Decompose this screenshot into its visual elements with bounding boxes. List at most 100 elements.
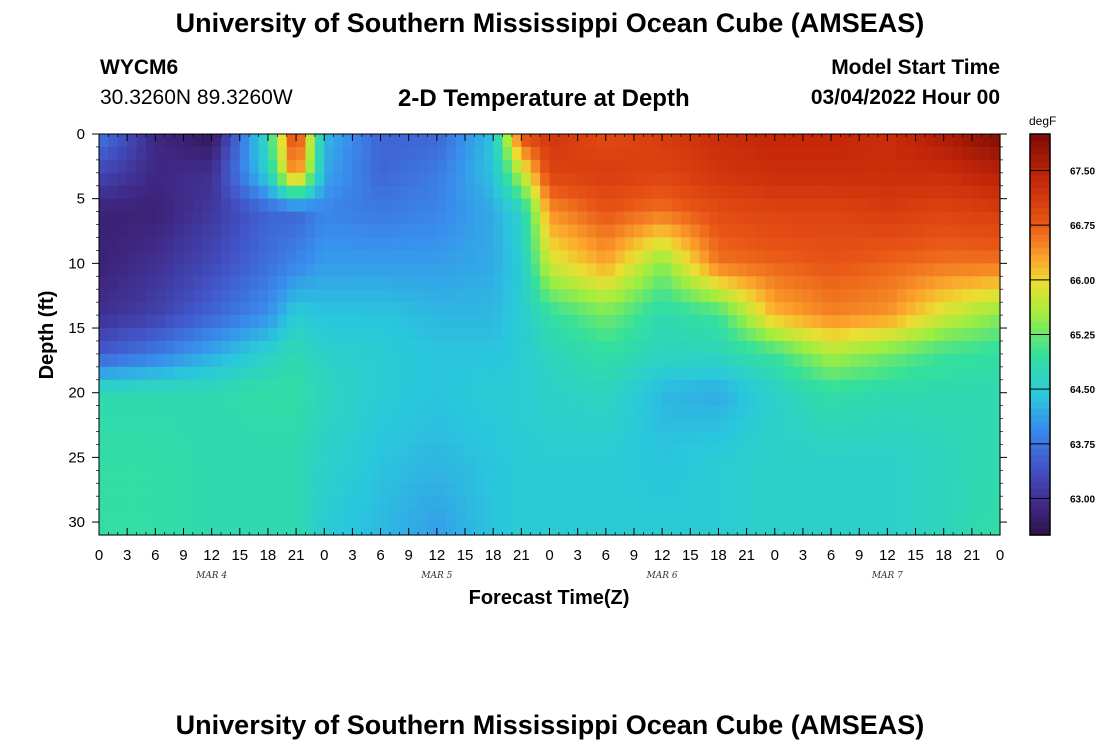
heatmap-cell bbox=[877, 431, 888, 446]
heatmap-cell bbox=[399, 302, 410, 316]
heatmap-cell bbox=[924, 340, 935, 355]
heatmap-cell bbox=[755, 444, 766, 458]
heatmap-cell bbox=[568, 522, 579, 536]
heatmap-cell bbox=[906, 328, 917, 342]
heatmap-cell bbox=[192, 328, 203, 342]
heatmap-cell bbox=[455, 328, 466, 342]
heatmap-cell bbox=[108, 470, 119, 484]
heatmap-cell bbox=[605, 315, 616, 329]
heatmap-cell bbox=[934, 353, 945, 368]
heatmap-cell bbox=[690, 198, 701, 213]
heatmap-cell bbox=[633, 198, 644, 213]
heatmap-cell bbox=[709, 172, 720, 187]
heatmap-cell bbox=[596, 431, 607, 446]
heatmap-cell bbox=[859, 379, 870, 394]
heatmap-cell bbox=[652, 340, 663, 355]
heatmap-cell bbox=[624, 418, 635, 433]
heatmap-cell bbox=[258, 211, 269, 226]
heatmap-cell bbox=[249, 457, 260, 471]
heatmap-cell bbox=[887, 237, 898, 252]
heatmap-cell bbox=[821, 457, 832, 471]
heatmap-cell bbox=[493, 457, 504, 471]
heatmap-cell bbox=[230, 444, 241, 458]
heatmap-cell bbox=[671, 250, 682, 264]
heatmap-cell bbox=[962, 392, 973, 407]
heatmap-cell bbox=[221, 457, 231, 471]
heatmap-cell bbox=[211, 237, 222, 252]
heatmap-cell bbox=[183, 328, 194, 342]
heatmap-cell bbox=[127, 198, 138, 213]
heatmap-cell bbox=[324, 353, 335, 368]
heatmap-cell bbox=[868, 353, 879, 368]
heatmap-cell bbox=[971, 353, 982, 368]
heatmap-cell bbox=[305, 431, 316, 446]
heatmap-cell bbox=[906, 470, 917, 484]
heatmap-cell bbox=[155, 470, 166, 484]
heatmap-cell bbox=[849, 224, 860, 239]
heatmap-cell bbox=[202, 237, 213, 252]
heatmap-cell bbox=[962, 185, 973, 200]
heatmap-cell bbox=[934, 379, 945, 394]
heatmap-cell bbox=[277, 353, 288, 368]
heatmap-cell bbox=[755, 185, 766, 200]
heatmap-cell bbox=[887, 172, 898, 187]
heatmap-cell bbox=[868, 470, 879, 484]
heatmap-cell bbox=[183, 146, 194, 161]
heatmap-cell bbox=[624, 302, 635, 316]
heatmap-cell bbox=[155, 522, 166, 536]
heatmap-cell bbox=[230, 392, 241, 407]
heatmap-cell bbox=[174, 302, 185, 316]
heatmap-cell bbox=[305, 522, 316, 536]
heatmap-cell bbox=[990, 522, 1001, 536]
heatmap-cell bbox=[521, 263, 532, 277]
heatmap-cell bbox=[333, 172, 344, 187]
heatmap-cell bbox=[596, 276, 607, 290]
heatmap-cell bbox=[849, 379, 860, 394]
heatmap-cell bbox=[436, 366, 447, 381]
heatmap-cell bbox=[943, 392, 954, 407]
heatmap-cell bbox=[343, 134, 354, 148]
heatmap-cell bbox=[605, 366, 616, 381]
heatmap-cell bbox=[314, 483, 325, 497]
heatmap-cell bbox=[962, 263, 973, 277]
heatmap-cell bbox=[136, 211, 147, 226]
heatmap-cell bbox=[831, 457, 842, 471]
heatmap-cell bbox=[540, 289, 551, 303]
heatmap-cell bbox=[793, 496, 804, 510]
heatmap-cell bbox=[755, 379, 766, 394]
heatmap-cell bbox=[399, 237, 410, 252]
heatmap-cell bbox=[502, 340, 513, 355]
heatmap-cell bbox=[868, 198, 879, 213]
heatmap-cell bbox=[718, 146, 729, 161]
heatmap-cell bbox=[286, 302, 297, 316]
heatmap-cell bbox=[258, 289, 269, 303]
heatmap-cell bbox=[493, 185, 504, 200]
heatmap-cell bbox=[690, 289, 701, 303]
heatmap-cell bbox=[221, 483, 231, 497]
heatmap-cell bbox=[192, 172, 203, 187]
heatmap-cell bbox=[99, 237, 109, 252]
heatmap-cell bbox=[343, 340, 354, 355]
heatmap-cell bbox=[877, 198, 888, 213]
heatmap-cell bbox=[202, 276, 213, 290]
heatmap-cell bbox=[953, 457, 964, 471]
heatmap-cell bbox=[296, 483, 307, 497]
heatmap-cell bbox=[690, 276, 701, 290]
heatmap-cell bbox=[624, 263, 635, 277]
heatmap-cell bbox=[108, 379, 119, 394]
heatmap-cell bbox=[540, 250, 551, 264]
heatmap-cell bbox=[267, 353, 278, 368]
heatmap-cell bbox=[596, 418, 607, 433]
heatmap-cell bbox=[671, 340, 682, 355]
heatmap-cell bbox=[896, 276, 907, 290]
heatmap-cell bbox=[859, 392, 870, 407]
heatmap-cell bbox=[812, 457, 823, 471]
heatmap-cell bbox=[831, 444, 842, 458]
heatmap-cell bbox=[211, 353, 222, 368]
heatmap-cell bbox=[793, 522, 804, 536]
heatmap-cell bbox=[361, 224, 372, 239]
heatmap-cell bbox=[718, 405, 729, 420]
heatmap-cell bbox=[540, 172, 551, 187]
heatmap-cell bbox=[474, 263, 485, 277]
day-label: MAR 5 bbox=[420, 571, 452, 581]
